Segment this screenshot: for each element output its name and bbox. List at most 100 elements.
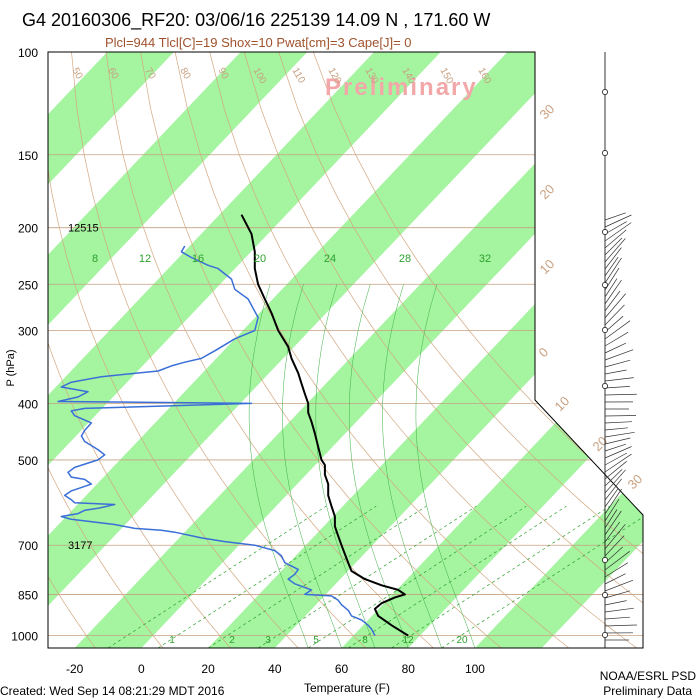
y-tick-label: 700 (18, 539, 38, 553)
wind-barb (604, 498, 620, 522)
barb-calm-circle (602, 229, 608, 235)
wind-barb (604, 359, 631, 368)
wind-barb (604, 453, 632, 473)
x-tick-label: 60 (335, 662, 349, 676)
mixing-ratio-label: 8 (92, 253, 98, 265)
wind-barb (604, 377, 634, 382)
theta-label: 70 (142, 66, 157, 82)
theta-label: 60 (105, 66, 120, 82)
wind-barb (604, 524, 626, 550)
y-axis-label: P (hPa) (5, 349, 17, 386)
y-tick-label: 850 (18, 588, 38, 602)
moist-adiabat (348, 284, 409, 648)
wind-barb (604, 221, 627, 235)
isotherm-band (330, 52, 643, 648)
wind-barb (604, 369, 627, 375)
wind-barb (604, 315, 624, 333)
wind-barb (604, 279, 622, 305)
isotherm-band (196, 52, 643, 648)
org-line1: NOAA/ESRL PSD (600, 669, 697, 683)
wind-barb (604, 579, 634, 592)
wind-barb (604, 256, 619, 277)
wind-barb (604, 342, 626, 354)
barb-calm-circle (602, 383, 608, 389)
y-tick-label: 1000 (11, 630, 38, 644)
mixing-ratio-bottom-label: 8 (362, 635, 368, 646)
isotherm-label: 10 (537, 256, 558, 277)
wind-barb (604, 452, 628, 466)
wind-barb (604, 229, 627, 249)
barb-calm-circle (602, 282, 608, 288)
theta-label: 50 (69, 66, 84, 82)
wind-barb (604, 257, 622, 284)
x-tick-label: 100 (465, 662, 485, 676)
isotherm-band (48, 52, 333, 648)
mixing-ratio-bottom-label: 5 (313, 635, 319, 646)
mixing-ratio-label: 32 (479, 253, 491, 265)
barb-calm-circle (602, 557, 608, 563)
org-line2: Preliminary Data (603, 684, 692, 698)
watermark-text: Preliminary (325, 74, 478, 101)
y-tick-label: 500 (18, 454, 38, 468)
mixing-ratio-label: 20 (254, 253, 266, 265)
mixing-ratio-line (207, 505, 427, 648)
sounding-traces (57, 214, 409, 637)
x-tick-label: 80 (402, 662, 416, 676)
mixing-ratio-label: 28 (399, 253, 411, 265)
dry-adiabat (71, 52, 367, 648)
x-axis-ticks: -20 0 20 40 60 80 100 (66, 662, 485, 676)
mixing-ratio-line (348, 505, 567, 648)
mixing-ratio-line (257, 505, 477, 648)
wind-barb (604, 214, 632, 228)
moist-adiabats (248, 284, 476, 648)
isotherm-label: 20 (537, 181, 558, 202)
wind-barb (604, 509, 618, 529)
wind-barb (604, 546, 624, 564)
moist-adiabat (282, 284, 342, 648)
wind-barb (604, 331, 629, 347)
theta-label: 80 (177, 66, 192, 82)
wind-barb (604, 278, 618, 298)
wind-barb (604, 320, 631, 340)
sounding-trace (57, 245, 376, 636)
mixing-ratio-line (157, 505, 377, 648)
wind-barb (604, 600, 627, 606)
wind-barb (604, 212, 626, 221)
wind-barb (604, 488, 622, 515)
y-axis-ticks: 100 150 200 250 300 400 500 700 850 1000 (11, 46, 38, 644)
theta-label: 90 (215, 66, 230, 82)
x-tick-label: -20 (66, 662, 84, 676)
mixing-ratio-line (107, 505, 327, 648)
wind-barb (604, 443, 627, 452)
sounding-trace (240, 214, 409, 637)
mixing-ratio-line (307, 505, 527, 648)
mixing-ratio-line (441, 505, 643, 648)
mixing-ratio-line (391, 505, 610, 648)
y-tick-label: 200 (18, 222, 38, 236)
mixing-ratio-label: 16 (192, 253, 204, 265)
wind-barb (604, 446, 632, 459)
plot-area (48, 52, 643, 648)
isotherm-label: 0 (536, 344, 552, 360)
wind-barb (604, 616, 630, 620)
dry-adiabat (48, 52, 96, 648)
created-timestamp: Created: Wed Sep 14 08:21:29 MDT 2016 (0, 684, 225, 698)
mixing-ratio-lines (107, 505, 643, 648)
barb-calm-circle (602, 592, 608, 598)
moist-adiabat (248, 284, 309, 648)
dry-adiabat (48, 52, 299, 648)
wind-barbs-column (602, 52, 638, 648)
dry-adiabats (48, 52, 643, 648)
wind-barb (604, 415, 637, 417)
moist-adiabat (382, 284, 442, 648)
wind-barb (604, 478, 622, 501)
wind-barb (604, 573, 626, 585)
wind-barb (604, 437, 631, 445)
mixing-ratio-label: 24 (324, 253, 336, 265)
y-tick-label: 250 (18, 278, 38, 292)
isotherm-band (48, 52, 600, 648)
y-tick-label: 150 (18, 149, 38, 163)
barb-calm-circle (602, 89, 608, 95)
wind-barb (604, 421, 633, 424)
isotherm-label: 30 (625, 471, 646, 492)
